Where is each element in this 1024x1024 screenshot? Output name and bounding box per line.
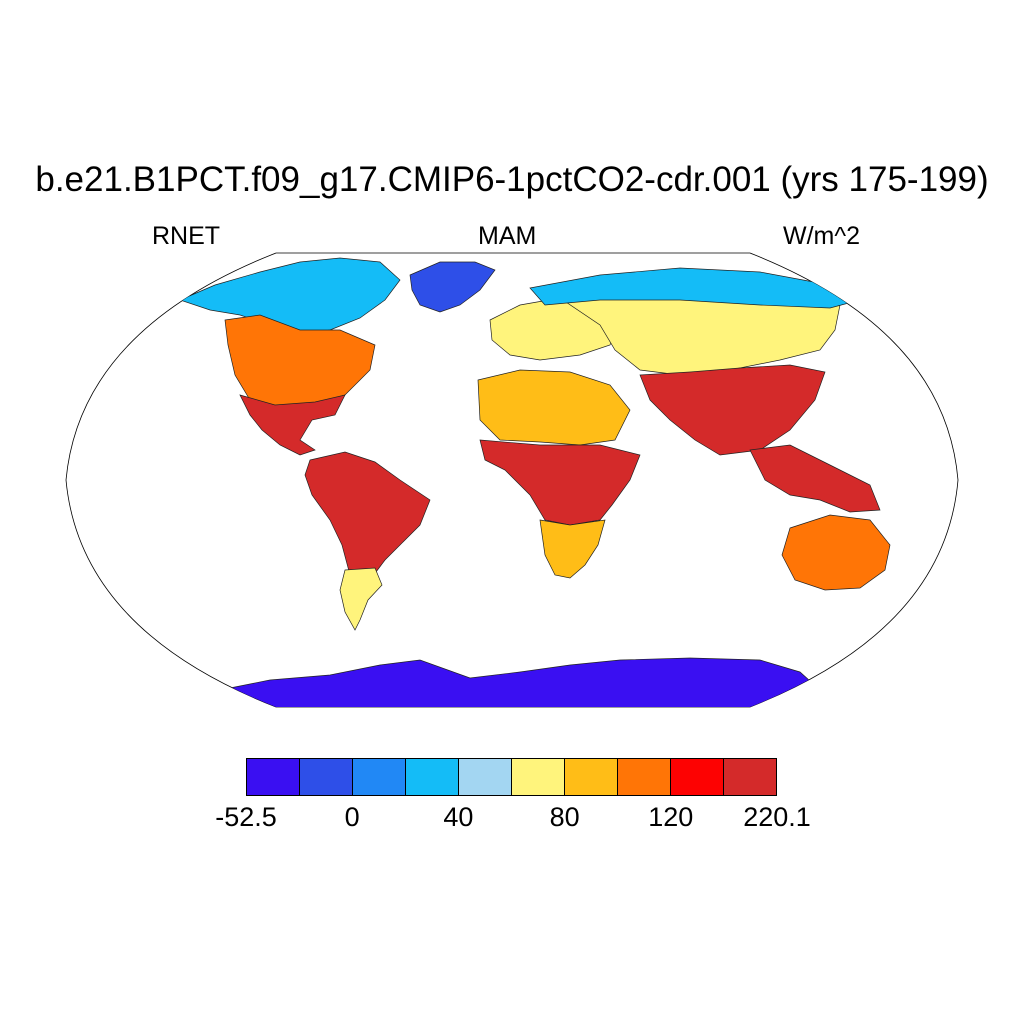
colorbar-label: 220.1: [743, 802, 811, 832]
colorbar-box: [724, 759, 776, 795]
colorbar-box: [618, 759, 671, 795]
colorbar-box: [512, 759, 565, 795]
plot-title: b.e21.B1PCT.f09_g17.CMIP6-1pctCO2-cdr.00…: [35, 160, 989, 199]
variable-label: RNET: [152, 222, 221, 250]
region-greenland: [409, 261, 496, 313]
colorbar-label: 120: [648, 802, 694, 832]
region-southeast-asia: [749, 444, 881, 513]
region-australia: [781, 514, 891, 591]
colorbar-label: 40: [443, 802, 474, 832]
colorbar: [246, 758, 777, 796]
colorbar-box: [406, 759, 459, 795]
units-label: W/m^2: [783, 222, 861, 250]
colorbar-label: 80: [549, 802, 580, 832]
region-asia-south: [639, 364, 826, 456]
region-north-america-south: [239, 394, 346, 456]
region-siberia-arctic: [529, 267, 861, 309]
region-africa-tropics: [479, 439, 641, 526]
region-south-america: [304, 451, 431, 581]
colorbar-box: [247, 759, 300, 795]
colorbar-box: [300, 759, 353, 795]
colorbar-label: 0: [344, 802, 360, 832]
region-sahara: [477, 369, 631, 446]
colorbar-box: [671, 759, 724, 795]
season-label: MAM: [478, 222, 537, 250]
region-southern-africa: [539, 519, 606, 579]
colorbar-label: -52.5: [215, 802, 277, 832]
colorbar-box: [565, 759, 618, 795]
region-patagonia: [339, 567, 383, 631]
colorbar-box: [353, 759, 406, 795]
colorbar-box: [459, 759, 512, 795]
